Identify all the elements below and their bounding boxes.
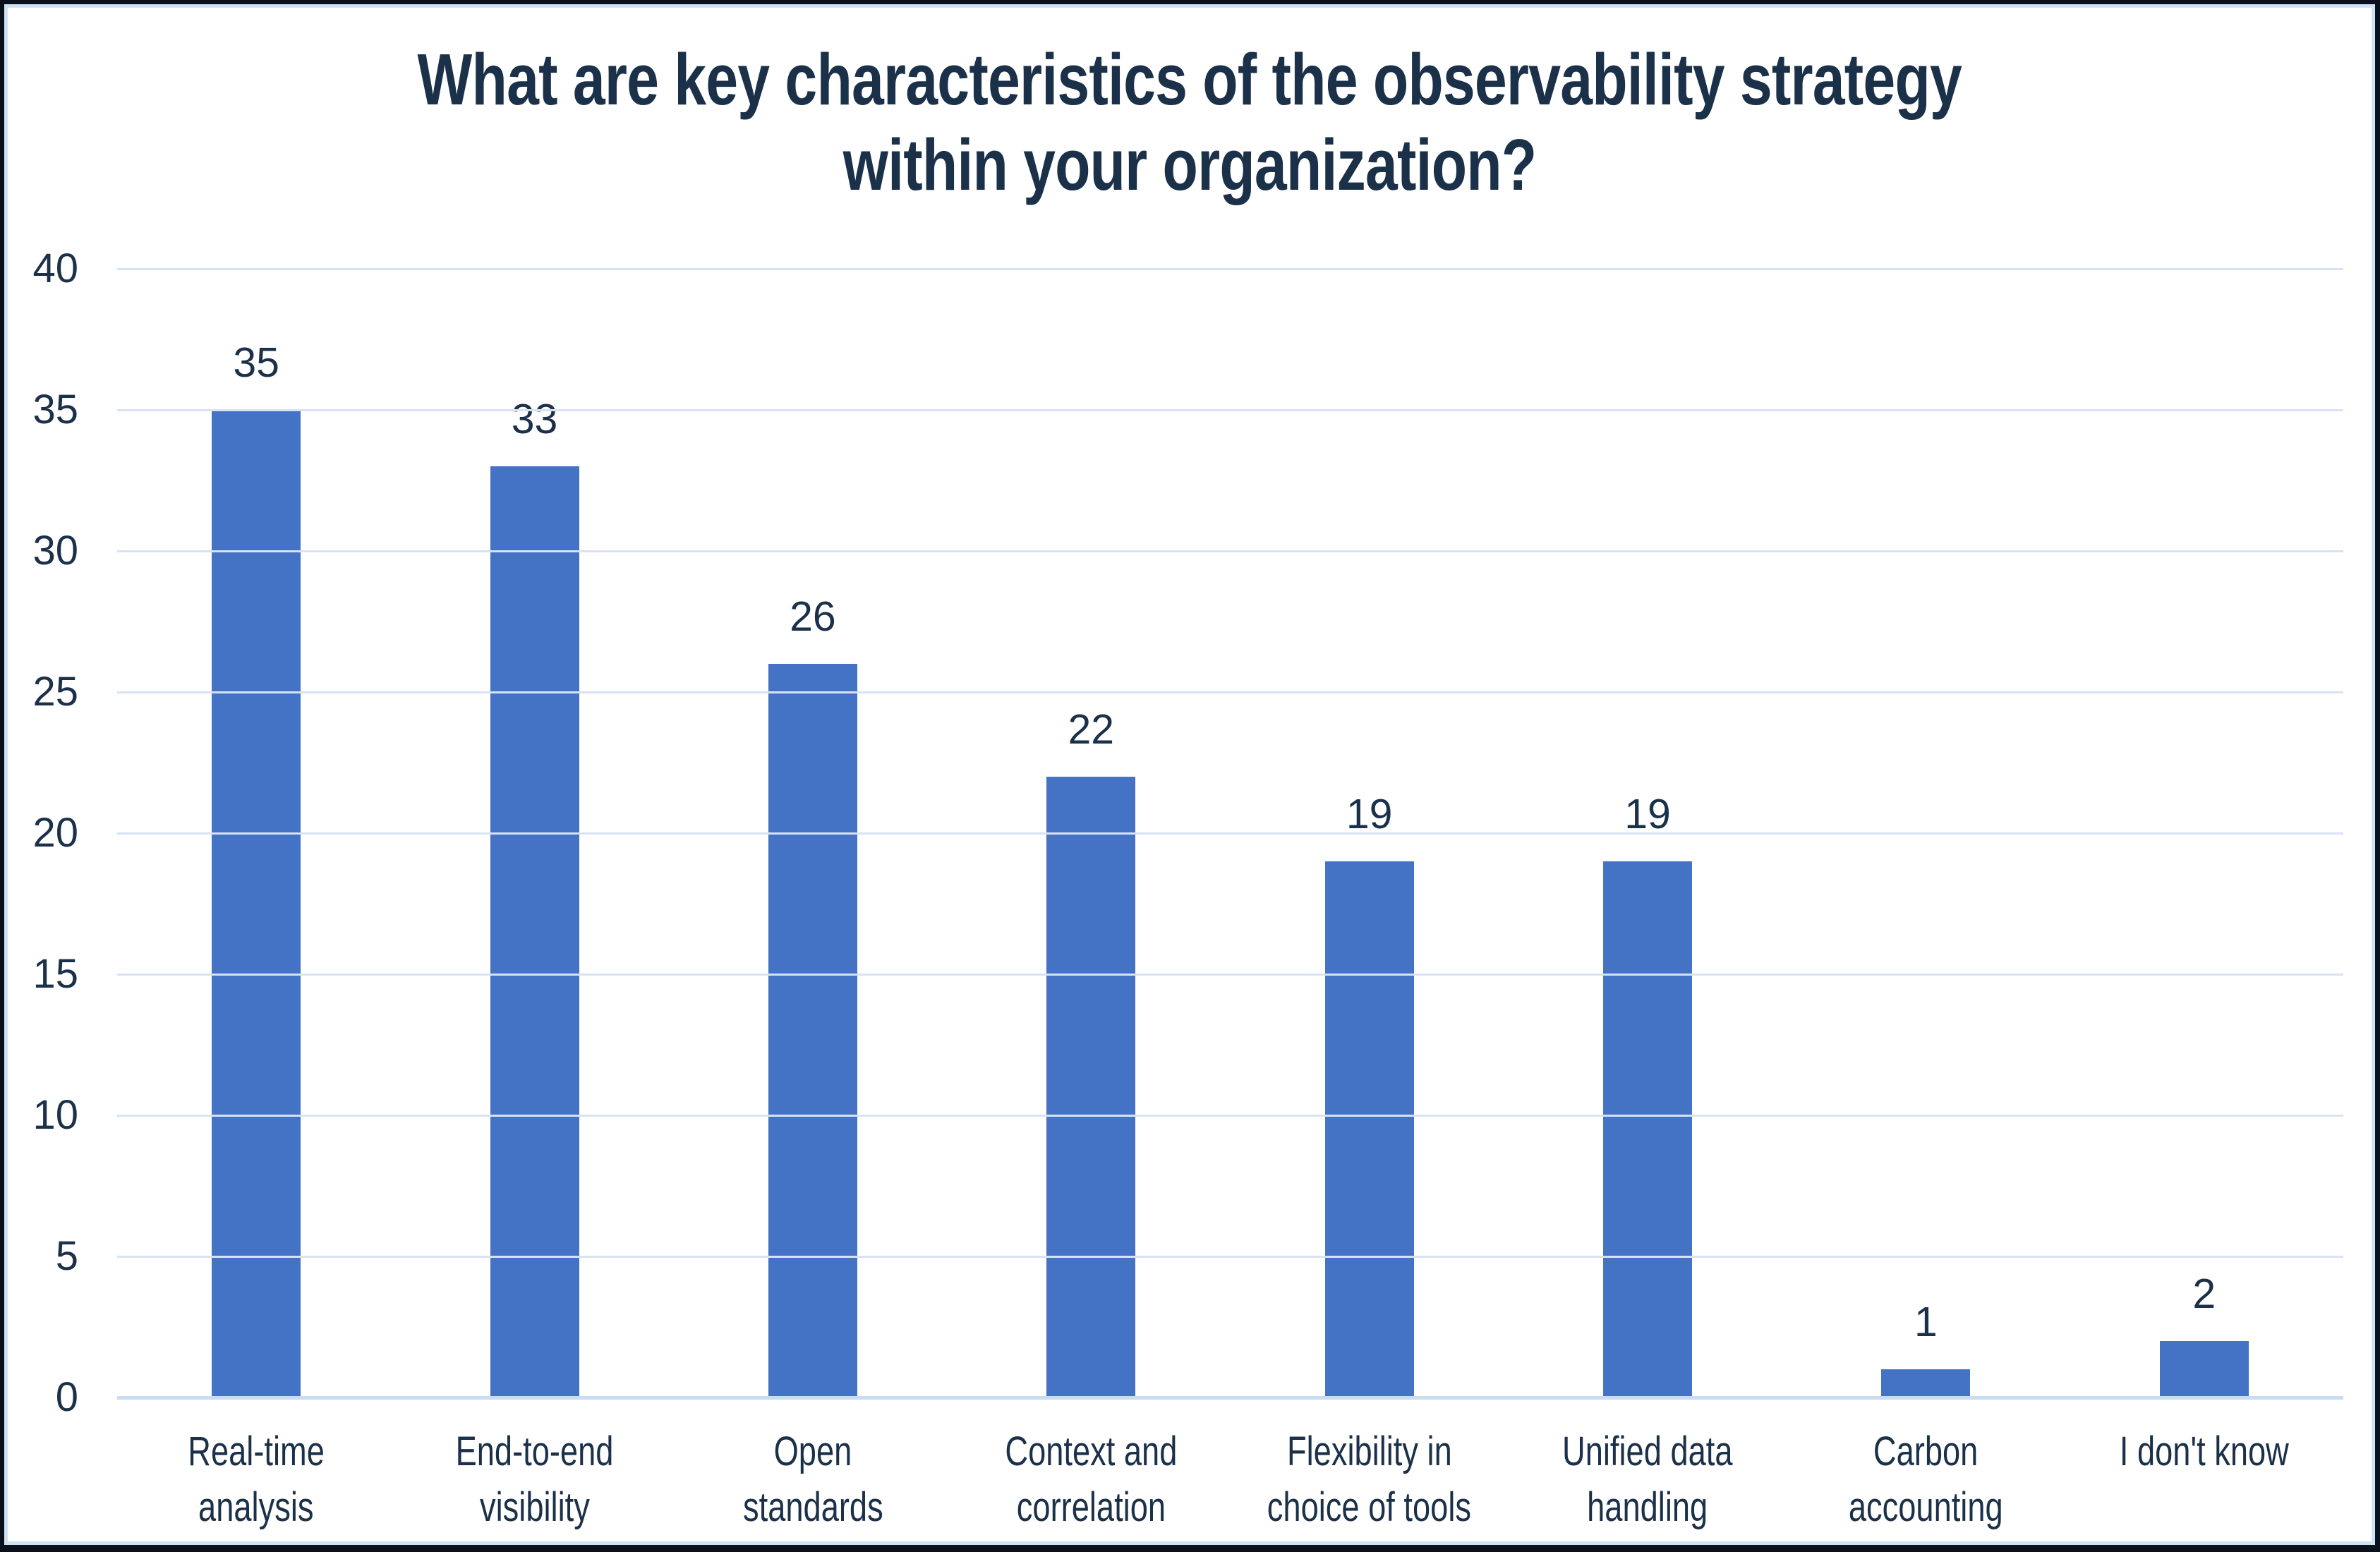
x-category-label-text: Carbon <box>1873 1429 1979 1474</box>
gridline <box>117 1115 2343 1117</box>
gridline <box>117 268 2343 270</box>
x-axis-line <box>117 1396 2343 1400</box>
x-category-label-i-don-t-know: I don't know <box>2065 1424 2343 1479</box>
y-tick-label: 40 <box>32 245 78 291</box>
x-category-label-text: Open <box>773 1429 852 1474</box>
x-category-label-line: Unified data <box>1509 1424 1787 1479</box>
x-category-label-line: standards <box>674 1479 952 1535</box>
x-category-label-line: Carbon <box>1787 1424 2065 1479</box>
y-tick-label: 10 <box>32 1092 78 1138</box>
bar-value-label: 2 <box>2192 1271 2216 1317</box>
x-category-label-real-time-analysis: Real-time analysis <box>117 1424 395 1535</box>
chart-title-text-1: What are key characteristics of the obse… <box>417 39 1962 120</box>
x-category-label-line: Real-time <box>117 1424 395 1479</box>
x-category-label-flexibility-in-choice-of-tools: Flexibility in choice of tools <box>1231 1424 1509 1535</box>
x-category-label-line: I don't know <box>2065 1424 2343 1479</box>
x-category-label-text: visibility <box>479 1484 590 1530</box>
bar-real-time-analysis <box>212 410 301 1398</box>
bar-context-and-correlation <box>1046 777 1136 1398</box>
x-category-label-open-standards: Open standards <box>674 1424 952 1535</box>
x-category-label-line: correlation <box>952 1479 1230 1535</box>
bar-carbon-accounting <box>1881 1369 1971 1398</box>
bar-value-label: 22 <box>1068 706 1115 753</box>
x-category-label-text: Unified data <box>1562 1429 1733 1474</box>
x-category-label-text: accounting <box>1849 1484 2003 1530</box>
y-tick-label: 25 <box>32 669 78 715</box>
gridline <box>117 974 2343 976</box>
x-category-label-text: choice of tools <box>1267 1484 1472 1530</box>
bar-end-to-end-visibility <box>490 466 579 1398</box>
x-category-label-line: Context and <box>952 1424 1230 1479</box>
chart-title-line: What are key characteristics of the obse… <box>4 37 2375 122</box>
bar-value-label: 35 <box>233 339 279 386</box>
x-category-label-line: handling <box>1509 1479 1787 1535</box>
bar-flexibility-in-choice-of-tools <box>1324 861 1414 1398</box>
x-category-label-text: handling <box>1587 1484 1708 1530</box>
gridline <box>117 691 2343 693</box>
bar-value-label: 33 <box>511 396 558 442</box>
plot-area <box>117 268 2343 1400</box>
x-category-label-line: End-to-end <box>395 1424 673 1479</box>
x-category-label-text: End-to-end <box>455 1429 614 1474</box>
bar-unified-data-handling <box>1603 861 1693 1398</box>
bar-i-don-t-know <box>2159 1341 2249 1398</box>
y-tick-label: 5 <box>55 1233 78 1279</box>
y-tick-label: 35 <box>32 387 78 432</box>
x-category-label-line: Flexibility in <box>1231 1424 1509 1479</box>
x-category-label-context-and-correlation: Context and correlation <box>952 1424 1230 1535</box>
x-category-label-text: Context and <box>1005 1429 1178 1474</box>
x-category-label-line: visibility <box>395 1479 673 1535</box>
chart-title-text-2: within your organization? <box>842 124 1537 205</box>
chart-title: What are key characteristics of the obse… <box>4 37 2375 207</box>
x-category-label-end-to-end-visibility: End-to-end visibility <box>395 1424 673 1535</box>
bar-value-label: 19 <box>1624 791 1671 837</box>
x-category-label-text: analysis <box>198 1484 314 1530</box>
bar-value-label: 26 <box>790 593 836 640</box>
bar-open-standards <box>768 664 857 1398</box>
gridline <box>117 1256 2343 1258</box>
y-tick-label: 30 <box>32 528 78 574</box>
x-category-label-line: analysis <box>117 1479 395 1535</box>
x-category-label-line: Open <box>674 1424 952 1479</box>
x-category-label-text: I don't know <box>2119 1429 2289 1474</box>
x-category-label-text: correlation <box>1016 1484 1166 1530</box>
x-category-label-unified-data-handling: Unified data handling <box>1509 1424 1787 1535</box>
bar-value-label: 19 <box>1346 791 1393 837</box>
gridline <box>117 550 2343 552</box>
x-category-label-carbon-accounting: Carbon accounting <box>1787 1424 2065 1535</box>
y-tick-label: 20 <box>32 810 78 856</box>
x-category-label-text: standards <box>742 1484 883 1530</box>
x-category-label-text: Real-time <box>188 1429 325 1474</box>
y-tick-label: 0 <box>55 1374 78 1420</box>
x-category-label-line: choice of tools <box>1231 1479 1509 1535</box>
gridline <box>117 409 2343 411</box>
bar-value-label: 1 <box>1914 1299 1938 1345</box>
x-category-label-text: Flexibility in <box>1286 1429 1452 1474</box>
y-tick-label: 15 <box>32 951 78 997</box>
gridline <box>117 832 2343 835</box>
x-category-label-line: accounting <box>1787 1479 2065 1535</box>
chart-title-line: within your organization? <box>4 122 2375 207</box>
